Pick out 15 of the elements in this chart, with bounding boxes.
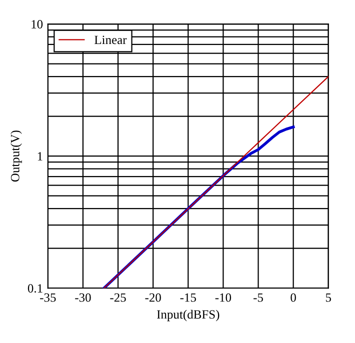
x-tick-label: -20 <box>145 293 161 302</box>
y-tick-label: 1 <box>38 152 42 160</box>
x-axis-title: Input(dBFS) <box>157 310 220 322</box>
x-tick-label: -30 <box>75 293 91 302</box>
x-tick-label: 0 <box>290 293 296 302</box>
x-tick-label: 5 <box>326 293 332 302</box>
legend-label: Linear <box>94 36 127 44</box>
y-tick-label: 10 <box>32 20 43 28</box>
x-tick-label: -35 <box>40 293 56 302</box>
y-tick-label: 0.1 <box>28 284 42 293</box>
x-tick-label: -15 <box>180 293 196 302</box>
x-tick-label: -25 <box>110 293 126 302</box>
x-tick-label: -5 <box>254 293 263 302</box>
x-tick-label: -10 <box>215 293 232 302</box>
y-axis-title: Output(V) <box>10 130 22 182</box>
